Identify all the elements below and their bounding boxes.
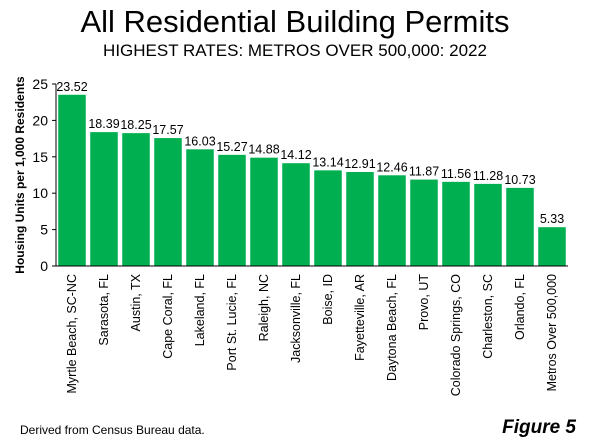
bar [58,94,86,266]
bar [538,227,566,266]
bar [218,154,246,266]
category-label: Sarasota, FL [97,274,111,346]
figure-label: Figure 5 [502,417,576,438]
bar [378,175,406,266]
category-label: Jacksonville, FL [289,274,303,363]
category-label: Daytona Beach, FL [385,274,399,381]
bar [122,133,150,266]
data-label: 15.27 [216,140,247,154]
data-label: 11.87 [409,165,439,179]
data-label: 14.88 [248,143,279,157]
y-tick-label: 20 [32,112,48,128]
y-tick-label: 0 [40,258,48,274]
data-label: 14.12 [280,148,311,162]
category-label: Fayetteville, AR [353,274,367,361]
y-axis-title: Housing Units per 1,000 Residents [13,76,27,274]
data-label: 5.33 [540,212,564,226]
bar [346,172,374,266]
category-label: Raleigh, NC [257,274,271,341]
bar [282,163,310,266]
category-label: Lakeland, FL [193,274,207,346]
category-label: Provo, UT [417,274,431,331]
data-label: 11.56 [441,167,471,181]
source-note: Derived from Census Bureau data. [20,423,205,437]
bar [474,183,502,266]
bar [186,149,214,266]
category-label: Charleston, SC [481,274,495,359]
data-label: 11.28 [473,169,503,183]
chart-subtitle: HIGHEST RATES: METROS OVER 500,000: 2022 [103,41,487,60]
bar [250,157,278,266]
category-label: Metros Over 500,000 [545,274,559,391]
data-label: 12.46 [376,160,407,174]
data-label: 16.03 [184,134,215,148]
bar [410,179,438,266]
category-label: Port St. Lucie, FL [225,274,239,371]
y-tick-label: 15 [32,149,48,165]
category-label: Cape Coral, FL [161,274,175,359]
data-label: 17.57 [152,123,183,137]
data-label: 18.39 [88,117,119,131]
data-label: 23.52 [56,80,87,94]
chart-title: All Residential Building Permits [80,4,510,39]
bar [314,170,342,266]
y-tick-label: 25 [32,76,48,92]
bar [506,187,534,266]
bar [442,181,470,266]
category-label: Austin, TX [129,273,143,331]
data-label: 18.25 [120,118,151,132]
bar [90,132,118,266]
category-label: Myrtle Beach, SC-NC [65,274,79,393]
category-label: Orlando, FL [513,274,527,340]
data-label: 13.14 [312,155,343,169]
data-label: 10.73 [504,173,535,187]
category-label: Colorado Springs, CO [449,274,463,397]
y-tick-label: 10 [32,185,48,201]
data-label: 12.91 [344,157,375,171]
category-label: Boise, ID [321,274,335,325]
y-tick-label: 5 [40,222,48,238]
bar [154,138,182,266]
